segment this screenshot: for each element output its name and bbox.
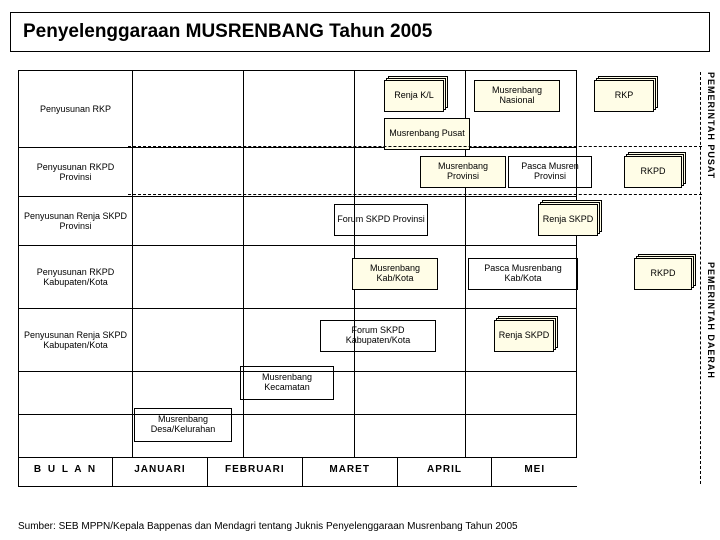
flow-box: Pasca Musren Provinsi [508,156,592,188]
months-label: B U L A N [19,458,113,486]
grid-cell [133,197,244,245]
flow-box: Renja K/L [384,80,444,112]
row-label [19,372,133,414]
grid-row: Penyusunan Renja SKPD Provinsi [19,197,577,246]
side-label-pusat: PEMERINTAH PUSAT [706,72,716,179]
flow-box: Musrenbang Kecamatan [240,366,334,400]
flow-box: Forum SKPD Provinsi [334,204,428,236]
month-header: MARET [303,458,398,486]
grid-cell [466,372,577,414]
flow-box: RKP [594,80,654,112]
grid-cell [244,415,355,457]
grid-cell [133,246,244,308]
grid-cell [133,148,244,196]
row-label: Penyusunan RKPD Provinsi [19,148,133,196]
dashed-horizontal [128,146,702,147]
months-row: B U L A NJANUARIFEBRUARIMARETAPRILMEI [19,458,577,487]
row-label: Penyusunan RKP [19,71,133,147]
grid-row [19,415,577,458]
row-label: Penyusunan RKPD Kabupaten/Kota [19,246,133,308]
flow-box: Pasca Musrenbang Kab/Kota [468,258,578,290]
flow-box: Renja SKPD [538,204,598,236]
flow-box: Musrenbang Desa/Kelurahan [134,408,232,442]
side-label-daerah: PEMERINTAH DAERAH [706,262,716,379]
grid-cell [355,372,466,414]
flow-box: Forum SKPD Kabupaten/Kota [320,320,436,352]
flow-box: Musrenbang Provinsi [420,156,506,188]
flow-box: Renja SKPD [494,320,554,352]
row-label: Penyusunan Renja SKPD Kabupaten/Kota [19,309,133,371]
row-label: Penyusunan Renja SKPD Provinsi [19,197,133,245]
flow-box: RKPD [634,258,692,290]
month-header: FEBRUARI [208,458,303,486]
flow-box: RKPD [624,156,682,188]
grid-cell [244,148,355,196]
month-header: MEI [492,458,577,486]
page-title: Penyelenggaraan MUSRENBANG Tahun 2005 [10,12,710,52]
footer-source: Sumber: SEB MPPN/Kepala Bappenas dan Men… [18,521,518,532]
grid-cell [355,415,466,457]
month-header: JANUARI [113,458,208,486]
grid-cell [133,71,244,147]
grid-cell [466,415,577,457]
grid-cell [244,71,355,147]
flow-box: Musrenbang Nasional [474,80,560,112]
grid-cell [133,309,244,371]
flow-box: Musrenbang Kab/Kota [352,258,438,290]
dashed-vertical [700,72,701,484]
month-header: APRIL [398,458,493,486]
row-label [19,415,133,457]
dashed-horizontal [128,194,702,195]
grid-cell [244,246,355,308]
